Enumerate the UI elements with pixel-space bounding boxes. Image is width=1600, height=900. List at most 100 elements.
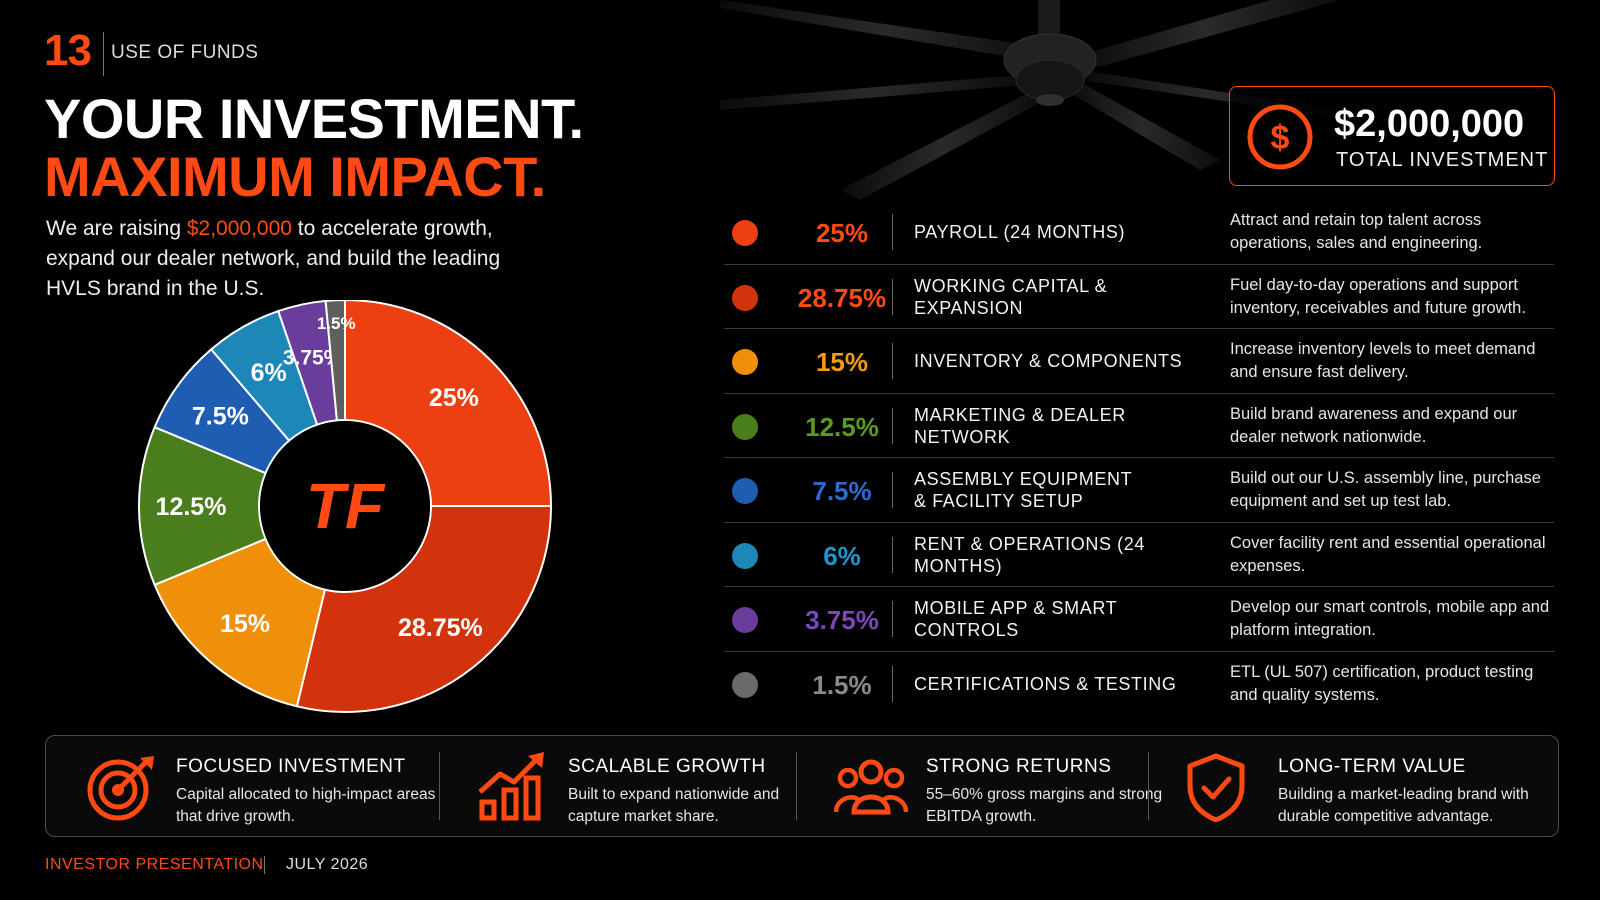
fund-row: 7.5% ASSEMBLY EQUIPMENT & FACILITY SETUP B… xyxy=(724,458,1554,523)
fund-category: MOBILE APP & SMART CONTROLS xyxy=(914,587,1214,651)
fund-divider xyxy=(892,214,893,250)
fund-category-text: CERTIFICATIONS & TESTING xyxy=(914,673,1177,694)
pie-slice xyxy=(153,537,327,708)
dollar-icon: $ xyxy=(1247,104,1313,170)
fund-category: WORKING CAPITAL & EXPANSION xyxy=(914,265,1214,329)
section-number: 13 xyxy=(44,26,92,75)
fund-category-text: WORKING CAPITAL & EXPANSION xyxy=(914,275,1108,318)
use-of-funds-list: 25% PAYROLL (24 MONTHS) Attract and retain… xyxy=(724,200,1554,716)
pie-slice xyxy=(138,425,267,587)
fund-description-text: Cover facility rent and essential operat… xyxy=(1230,533,1546,575)
fund-color-dot xyxy=(732,671,758,698)
benefit-desc: 55–60% gross margins and strong EBITDA g… xyxy=(926,786,1163,825)
benefit-desc: Building a market-leading brand with dur… xyxy=(1278,786,1529,825)
total-investment-label: TOTAL INVESTMENT xyxy=(1336,149,1549,171)
fund-category-text: PAYROLL (24 MONTHS) xyxy=(914,222,1126,242)
total-investment-amount: $2,000,000 xyxy=(1334,103,1525,145)
fund-divider xyxy=(892,407,893,444)
intro-before: We are raising xyxy=(46,217,187,240)
fund-description: Build brand awareness and expand our dea… xyxy=(1230,394,1550,458)
fund-percent: 7.5% xyxy=(812,476,872,506)
fund-divider xyxy=(892,343,893,379)
fund-category-text: RENT & OPERATIONS (24 MONTHS) xyxy=(914,533,1145,576)
target-icon xyxy=(87,756,154,821)
fund-percent: 1.5% xyxy=(812,669,872,700)
benefit-long-term-value: LONG-TERM VALUE Building a market-leadin… xyxy=(1186,736,1546,836)
fund-description: Fuel day-to-day operations and support i… xyxy=(1230,265,1550,329)
fund-description-text: Fuel day-to-day operations and support i… xyxy=(1230,275,1526,317)
benefit-strong-returns: STRONG RETURNS 55–60% gross margins and … xyxy=(834,736,1174,836)
fund-description-text: Develop our smart controls, mobile app a… xyxy=(1230,598,1550,639)
fund-description: Cover facility rent and essential operat… xyxy=(1230,523,1550,587)
footer-presentation-label: INVESTOR PRESENTATION xyxy=(45,856,264,873)
growth-chart-icon xyxy=(478,752,544,821)
shield-check-icon xyxy=(1187,753,1245,822)
fund-category: INVENTORY & COMPONENTS xyxy=(914,329,1214,393)
fund-divider xyxy=(892,601,893,637)
fund-color-dot xyxy=(732,284,758,311)
pie-slice-label: 25% xyxy=(429,384,479,412)
fund-color-dot xyxy=(732,607,758,633)
fund-row: 28.75% WORKING CAPITAL & EXPANSION Fuel da… xyxy=(724,265,1554,329)
donut-center xyxy=(260,421,430,591)
fund-row: 12.5% MARKETING & DEALER NETWORK Build bra… xyxy=(724,394,1554,458)
use-of-funds-donut-chart: 25% 28.75% 15% 12.5% 7.5%6%3.75% 1.5% TF xyxy=(138,300,553,713)
pie-slice-label: 12.5% xyxy=(156,493,227,521)
pie-slice-label: 7.5% xyxy=(192,402,249,430)
footer-date: JULY 2026 xyxy=(286,856,369,873)
fund-divider xyxy=(892,536,893,573)
pie-slice xyxy=(324,300,346,422)
fund-description-text: Build brand awareness and expand our dea… xyxy=(1230,404,1518,446)
fund-category-text: MOBILE APP & SMART CONTROLS xyxy=(914,598,1117,640)
fund-description: Increase inventory levels to meet demand… xyxy=(1230,329,1550,393)
fund-percent: 6% xyxy=(823,540,861,571)
fund-percent: 12.5% xyxy=(805,411,879,442)
benefit-desc: Built to expand nationwide and capture m… xyxy=(568,786,780,825)
fund-divider xyxy=(892,278,893,315)
pie-slice-label: 15% xyxy=(220,610,270,638)
fund-category: ASSEMBLY EQUIPMENT & FACILITY SETUP xyxy=(914,458,1214,522)
svg-text:$: $ xyxy=(1271,119,1290,157)
fund-category-text: INVENTORY & COMPONENTS xyxy=(914,351,1183,371)
fund-description: Attract and retain top talent across ope… xyxy=(1230,200,1550,264)
benefits-panel: FOCUSED INVESTMENT Capital allocated to … xyxy=(45,735,1559,837)
fund-percent: 28.75% xyxy=(797,282,887,313)
fund-divider xyxy=(892,472,893,508)
fund-color-dot xyxy=(732,349,758,375)
benefit-divider xyxy=(439,752,440,820)
header-divider xyxy=(103,32,104,76)
benefit-desc: Capital allocated to high-impact areas t… xyxy=(176,786,436,825)
fund-color-dot xyxy=(732,413,758,440)
pie-slice xyxy=(295,505,553,713)
benefit-title: FOCUSED INVESTMENT xyxy=(176,756,406,777)
intro-text: We are raising $2,000,000 to accelerate … xyxy=(46,214,516,304)
fund-description: Develop our smart controls, mobile app a… xyxy=(1230,587,1550,651)
benefit-divider xyxy=(796,752,797,820)
footer-divider xyxy=(264,856,265,874)
intro-after: to accelerate growth, expand our dealer … xyxy=(46,217,501,300)
fund-category: CERTIFICATIONS & TESTING xyxy=(914,652,1214,716)
benefit-title: LONG-TERM VALUE xyxy=(1278,756,1466,777)
fund-percent: 15% xyxy=(815,347,869,377)
intro-amount: $2,000,000 xyxy=(186,217,292,240)
headline-line-2: MAXIMUM IMPACT. xyxy=(44,145,546,208)
section-title: USE OF FUNDS xyxy=(111,42,259,63)
fund-color-dot xyxy=(732,220,758,246)
benefit-scalable-growth: SCALABLE GROWTH Built to expand nationwi… xyxy=(476,736,816,836)
pie-slice-label: 1.5% xyxy=(317,314,356,333)
pie-slice-label: 28.75% xyxy=(398,614,483,642)
fund-color-dot xyxy=(732,542,758,569)
benefit-divider xyxy=(1148,752,1149,820)
fund-description-text: ETL (UL 507) certification, product test… xyxy=(1230,662,1534,704)
fund-color-dot xyxy=(732,478,758,504)
fund-category-text: MARKETING & DEALER NETWORK xyxy=(914,404,1126,447)
total-investment-box: $ $2,000,000 TOTAL INVESTMENT xyxy=(1229,86,1555,186)
benefit-focused-investment: FOCUSED INVESTMENT Capital allocated to … xyxy=(84,736,435,836)
fund-row: 3.75% MOBILE APP & SMART CONTROLS Develop … xyxy=(724,587,1554,652)
fund-description-text: Attract and retain top talent across ope… xyxy=(1230,211,1483,252)
fund-row: 15% INVENTORY & COMPONENTS Increase invent… xyxy=(724,329,1554,394)
benefit-title: SCALABLE GROWTH xyxy=(568,756,766,777)
fund-percent: 25% xyxy=(815,218,869,248)
fund-row: 1.5% CERTIFICATIONS & TESTING ETL (UL 507)… xyxy=(724,652,1554,717)
fund-category-text: ASSEMBLY EQUIPMENT & FACILITY SETUP xyxy=(914,469,1133,511)
